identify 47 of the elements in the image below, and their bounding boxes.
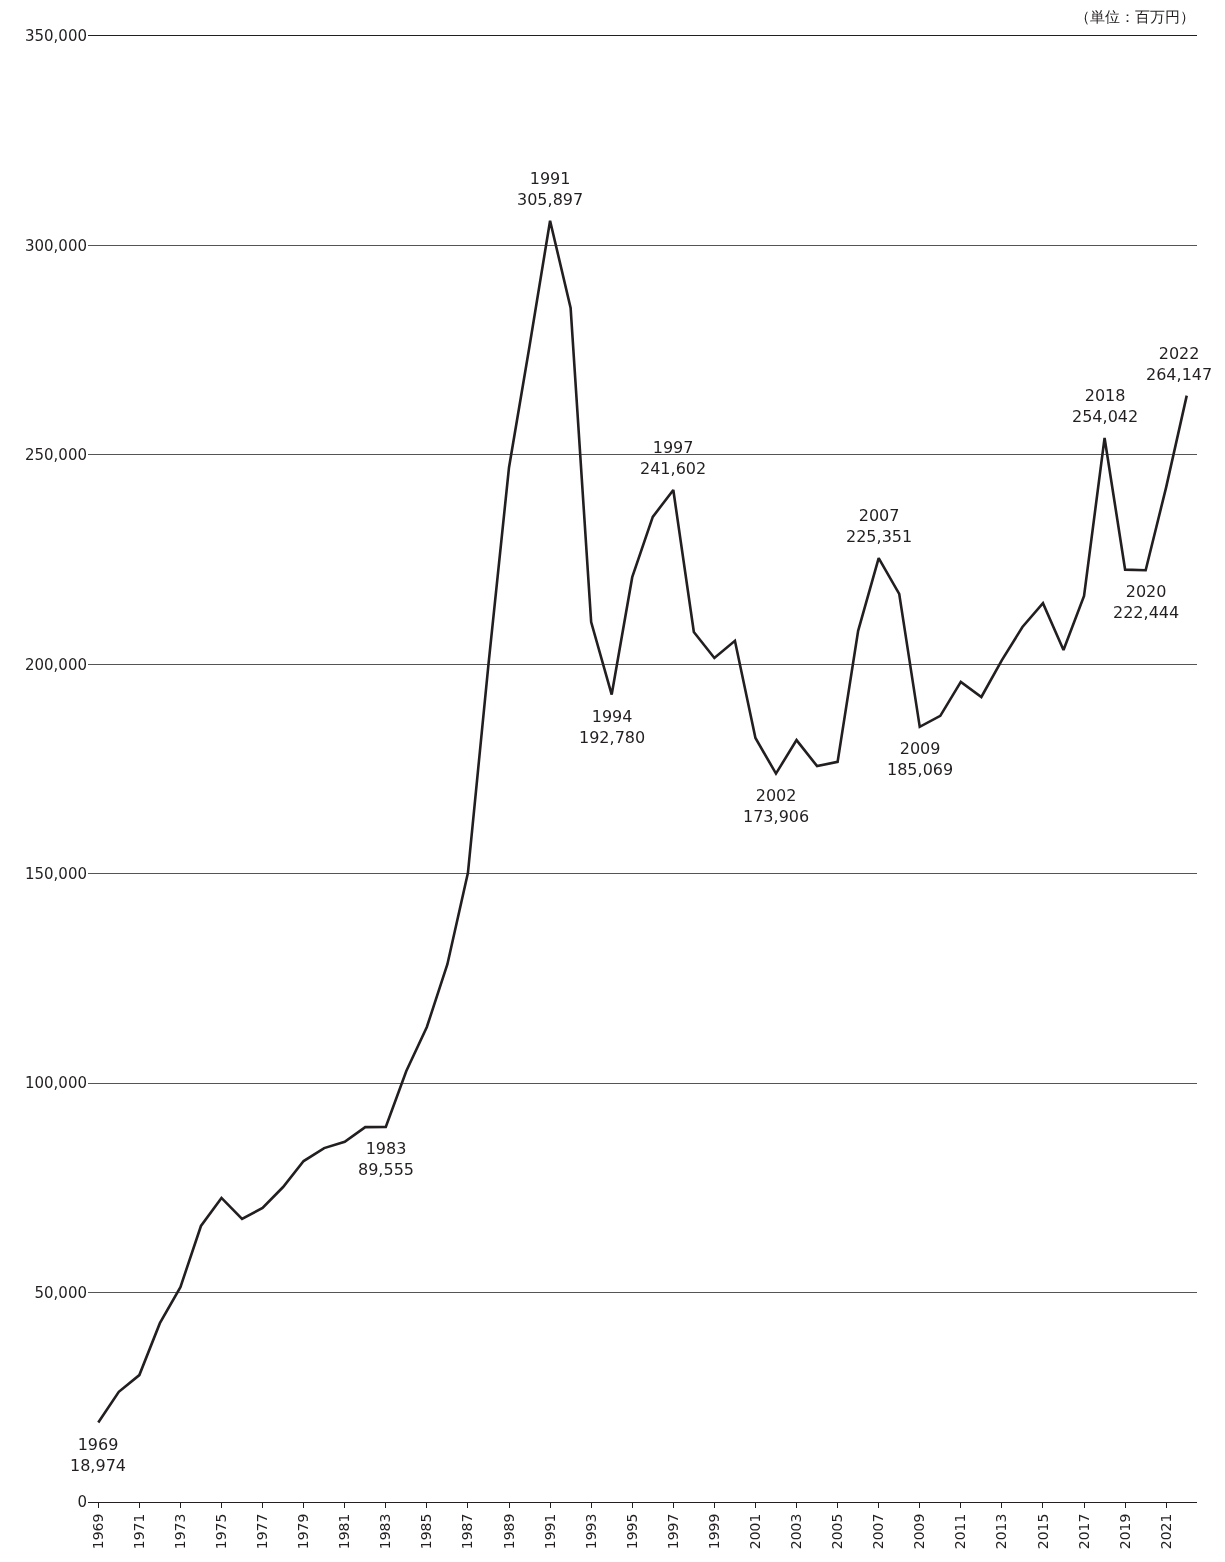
annotation: 2002 173,906 (743, 786, 810, 826)
x-tick-label: 2021 (1157, 1513, 1174, 1550)
x-tick-label: 1971 (130, 1513, 147, 1550)
text: （単位：百万円） (1075, 8, 1195, 26)
annotation: 2007 225,351 (846, 506, 913, 546)
annotation: 1991 305,897 (517, 169, 584, 209)
annotation: 2018 254,042 (1072, 386, 1139, 426)
x-tick-label: 1977 (254, 1513, 271, 1550)
x-tick-label: 1981 (336, 1513, 353, 1550)
x-tick-label: 2011 (952, 1513, 969, 1550)
x-tick-label: 1993 (582, 1513, 599, 1550)
y-tick-label: 300,000 (24, 236, 87, 255)
annotation: 2022 264,147 (1146, 344, 1213, 384)
x-tick-label: 1989 (500, 1513, 517, 1550)
x-tick-label: 2017 (1075, 1513, 1092, 1550)
annotation: 1969 18,974 (70, 1435, 126, 1475)
x-tick-label: 1979 (295, 1513, 312, 1550)
x-tick-label: 1983 (377, 1513, 394, 1550)
x-tick-label: 2013 (993, 1513, 1010, 1550)
y-tick-label: 350,000 (24, 27, 87, 46)
y-tick-label: 250,000 (24, 446, 87, 465)
x-tick-label: 1991 (541, 1513, 558, 1550)
y-tick-label: 150,000 (24, 864, 87, 883)
annotation: 2009 185,069 (887, 739, 954, 779)
x-tick-label: 2015 (1034, 1513, 1051, 1550)
x-tick-label: 2009 (911, 1513, 928, 1550)
x-tick-label: 2007 (870, 1513, 887, 1550)
annotation: 1997 241,602 (640, 438, 707, 478)
annotation: 1983 89,555 (358, 1139, 414, 1179)
x-tick-label: 1985 (418, 1513, 435, 1550)
x-tick-label: 1999 (705, 1513, 722, 1550)
x-tick-label: 1969 (89, 1513, 106, 1550)
x-tick-label: 2019 (1116, 1513, 1133, 1550)
x-tick-label: 1975 (213, 1513, 230, 1550)
x-tick-label: 1995 (623, 1513, 640, 1550)
x-tick-label: 1973 (171, 1513, 188, 1550)
x-tick-label: 2003 (788, 1513, 805, 1550)
y-tick-label: 0 (77, 1493, 87, 1512)
y-tick-label: 200,000 (24, 655, 87, 674)
x-tick-label: 2005 (829, 1513, 846, 1550)
annotation: 2020 222,444 (1113, 582, 1180, 622)
x-tick-label: 1987 (459, 1513, 476, 1550)
x-tick-label: 1997 (664, 1513, 681, 1550)
x-tick-label: 2001 (747, 1513, 763, 1550)
y-tick-label: 50,000 (34, 1283, 87, 1302)
y-tick-label: 100,000 (24, 1074, 87, 1093)
annotation: 1994 192,780 (579, 707, 646, 747)
